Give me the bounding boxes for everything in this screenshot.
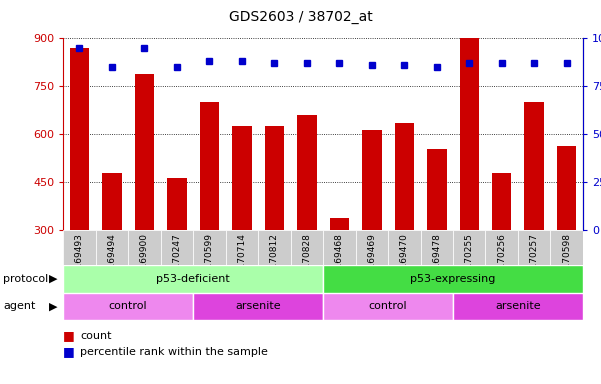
Bar <box>193 293 323 320</box>
Bar <box>135 74 154 230</box>
Text: ■: ■ <box>63 345 75 358</box>
Bar <box>193 230 225 265</box>
Bar <box>453 293 583 320</box>
Bar <box>200 103 219 230</box>
Bar <box>323 293 453 320</box>
Text: GSM169900: GSM169900 <box>140 233 149 288</box>
Bar <box>557 146 576 230</box>
Text: GSM170812: GSM170812 <box>270 233 279 288</box>
Text: GSM169468: GSM169468 <box>335 233 344 288</box>
Text: GSM170828: GSM170828 <box>302 233 311 288</box>
Bar <box>388 230 421 265</box>
Text: GDS2603 / 38702_at: GDS2603 / 38702_at <box>228 10 373 23</box>
Text: ▶: ▶ <box>49 301 57 311</box>
Text: GSM169494: GSM169494 <box>108 233 117 288</box>
Bar <box>297 115 317 230</box>
Bar <box>362 129 382 230</box>
Text: GSM170255: GSM170255 <box>465 233 474 288</box>
Bar <box>264 126 284 230</box>
Bar <box>518 230 551 265</box>
Bar <box>167 177 186 230</box>
Bar <box>63 293 193 320</box>
Bar <box>551 230 583 265</box>
Bar <box>421 230 453 265</box>
Text: count: count <box>80 331 111 341</box>
Text: GSM169470: GSM169470 <box>400 233 409 288</box>
Bar <box>492 173 511 230</box>
Text: GSM170257: GSM170257 <box>529 233 538 288</box>
Bar <box>329 218 349 230</box>
Bar <box>453 230 486 265</box>
Text: percentile rank within the sample: percentile rank within the sample <box>80 347 268 357</box>
Bar <box>160 230 193 265</box>
Bar <box>290 230 323 265</box>
Bar <box>70 48 89 230</box>
Text: p53-deficient: p53-deficient <box>156 274 230 284</box>
Bar <box>460 38 479 230</box>
Text: p53-expressing: p53-expressing <box>410 274 496 284</box>
Text: GSM170256: GSM170256 <box>497 233 506 288</box>
Bar <box>63 265 323 293</box>
Text: protocol: protocol <box>3 274 48 284</box>
Bar <box>525 103 544 230</box>
Text: GSM170599: GSM170599 <box>205 233 214 288</box>
Text: ▶: ▶ <box>49 274 57 284</box>
Text: arsenite: arsenite <box>495 301 541 311</box>
Bar <box>486 230 518 265</box>
Bar <box>394 123 414 230</box>
Text: GSM170598: GSM170598 <box>562 233 571 288</box>
Bar <box>356 230 388 265</box>
Text: GSM169493: GSM169493 <box>75 233 84 288</box>
Bar <box>225 230 258 265</box>
Text: GSM170247: GSM170247 <box>172 233 182 288</box>
Text: GSM170714: GSM170714 <box>237 233 246 288</box>
Bar <box>63 230 96 265</box>
Text: ■: ■ <box>63 329 75 342</box>
Text: GSM169469: GSM169469 <box>367 233 376 288</box>
Bar <box>427 149 447 230</box>
Bar <box>323 265 583 293</box>
Bar <box>128 230 160 265</box>
Bar <box>102 173 121 230</box>
Bar <box>232 126 252 230</box>
Text: agent: agent <box>3 301 35 311</box>
Text: GSM169478: GSM169478 <box>432 233 441 288</box>
Text: control: control <box>109 301 147 311</box>
Text: control: control <box>368 301 407 311</box>
Bar <box>323 230 356 265</box>
Bar <box>96 230 128 265</box>
Text: arsenite: arsenite <box>235 301 281 311</box>
Bar <box>258 230 290 265</box>
